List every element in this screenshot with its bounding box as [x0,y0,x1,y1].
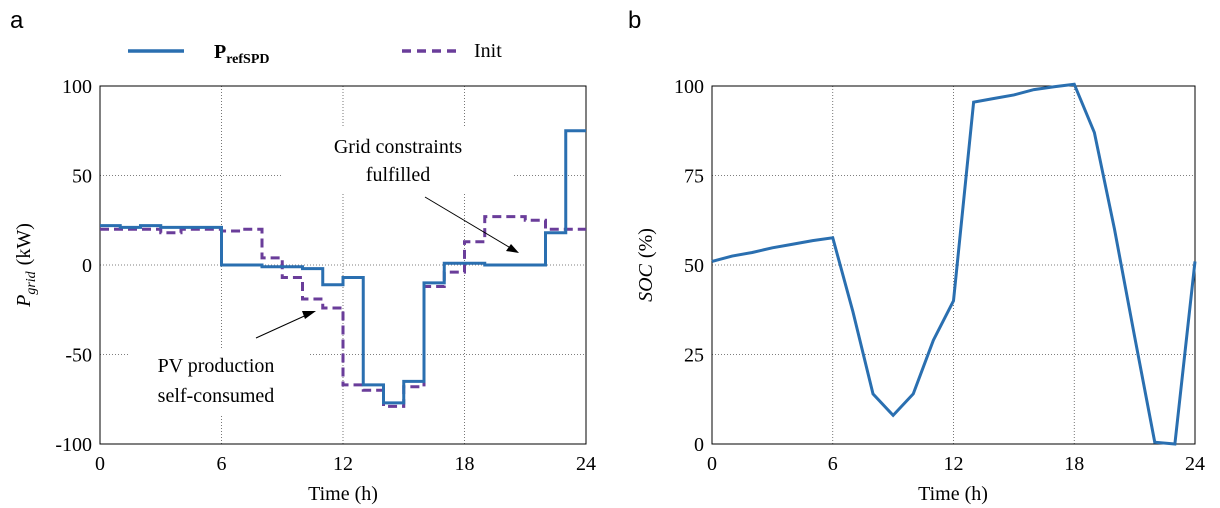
panel-b-chart: 0 25 50 75 100 0 6 12 18 24 Time (h) SOC (%) [635,76,1205,505]
panel-b-x-axis-label: Time (h) [918,483,988,505]
y-tick-label: 0 [694,434,704,456]
legend-label-prefspd-main: P [214,41,226,63]
series-line-b-0 [711,82,1197,446]
panel-a-y-label-unit: (kW) [13,223,35,265]
y-tick-label: 100 [674,76,704,98]
panel-b-grid [712,86,1195,444]
annotation-grid-arrow [424,196,515,251]
panel-b-series [711,82,1197,446]
panel-a-x-axis-label: Time (h) [308,483,378,505]
y-tick-label: 25 [684,345,704,367]
series-line-a-0 [100,129,586,405]
x-tick-label: 24 [1185,453,1205,475]
annotation-grid-arrowhead [506,244,519,253]
y-tick-label: 75 [684,166,704,188]
y-tick-label: 100 [62,76,92,98]
annotation-grid-line1: Grid constraints [334,136,463,158]
x-tick-label: 12 [333,453,353,475]
x-tick-label: 0 [95,453,105,475]
panel-a-frame [99,85,587,445]
panel-b-y-axis-label: SOC (%) [635,228,657,302]
x-tick-label: 0 [707,453,717,475]
panel-a-series [100,129,586,408]
x-tick-label: 6 [217,453,227,475]
annotation-pv-line2: self-consumed [158,385,275,407]
x-tick-label: 24 [576,453,596,475]
panel-a-y-ticks: -100 -50 0 50 100 [55,76,92,456]
panel-b-x-ticks: 0 6 12 18 24 [707,453,1205,475]
x-tick-label: 18 [1064,453,1084,475]
x-tick-label: 12 [944,453,964,475]
panel-a-chart: -100 -50 0 50 100 0 6 12 18 24 Time (h) Pgrid (kW… [13,76,596,505]
annotation-pv-line1: PV production [158,355,275,377]
panel-a-letter: a [10,7,24,34]
annotation-grid-line2: fulfilled [366,164,430,186]
panel-a-y-axis-label: Pgrid (kW) [13,223,39,308]
annotation-grid-bg [282,128,514,194]
annotation-pv-arrow [255,312,312,339]
y-tick-label: 50 [72,166,92,188]
series-line-a-1 [100,215,586,408]
panel-a-y-label-sub: grid [24,270,39,294]
y-tick-label: -50 [65,345,92,367]
y-tick-label: 0 [82,255,92,277]
legend-label-prefspd: PrefSPD [214,41,270,67]
panel-a-x-ticks: 0 6 12 18 24 [95,453,596,475]
legend-label-prefspd-sub: refSPD [226,52,269,67]
annotation-pv-arrowhead [302,311,316,319]
legend-label-init: Init [474,40,502,62]
panel-b-y-label-unit: (%) [635,228,657,258]
y-tick-label: -100 [55,434,92,456]
legend: PrefSPD Init [128,40,502,67]
x-tick-label: 6 [828,453,838,475]
x-tick-label: 18 [455,453,475,475]
panel-a-y-label-main: P [13,295,35,308]
y-tick-label: 50 [684,255,704,277]
panel-b-y-ticks: 0 25 50 75 100 [674,76,704,456]
annotation-pv-bg [128,350,308,414]
panel-b-y-label-main: SOC [635,263,657,301]
panel-b-letter: b [628,7,641,34]
